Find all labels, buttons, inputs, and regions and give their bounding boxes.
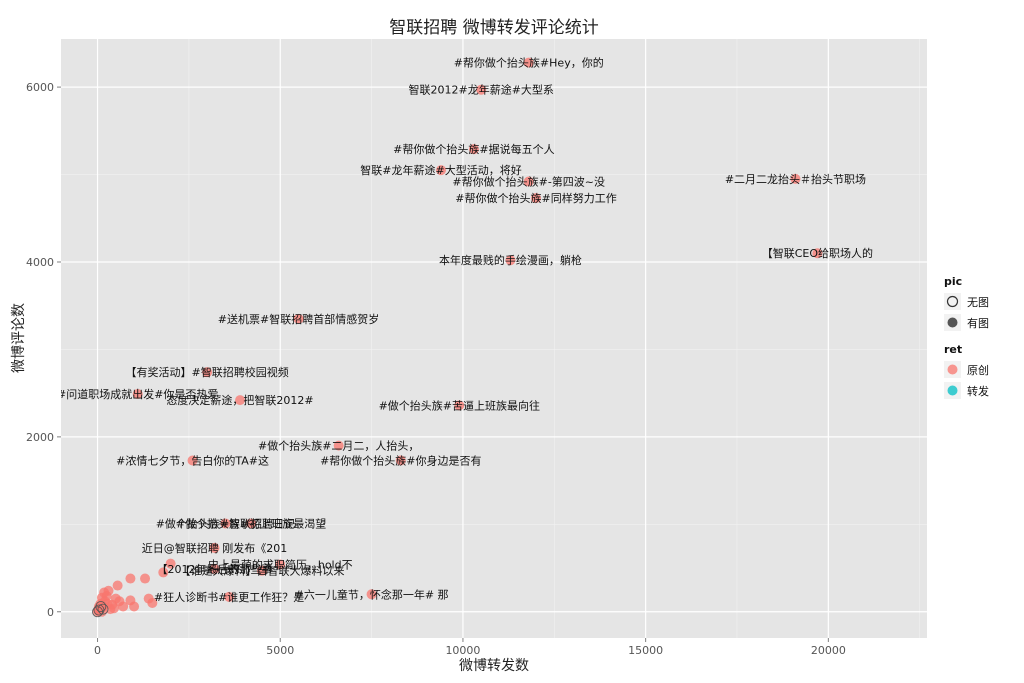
data-point bbox=[224, 591, 235, 602]
legend-key-symbol bbox=[947, 385, 958, 396]
data-point bbox=[95, 601, 107, 612]
data-point bbox=[505, 255, 516, 266]
data-point bbox=[110, 593, 121, 604]
data-point bbox=[158, 567, 169, 578]
point-annotation: #做个抬头族#二月二，人抬头， bbox=[258, 439, 419, 453]
point-annotation: 近日@智联招聘 刚发布《201 bbox=[142, 541, 288, 555]
y-tick-label: 0 bbox=[47, 606, 54, 619]
point-annotation: 【2012年最后的那些事 bbox=[156, 562, 272, 576]
data-point bbox=[99, 587, 110, 598]
data-point bbox=[125, 573, 136, 584]
point-annotation: #帮你做个抬头族#据说每五个人 bbox=[393, 142, 554, 156]
data-point bbox=[220, 518, 231, 529]
legend-key-symbol bbox=[947, 317, 958, 328]
minor-gridlines bbox=[61, 39, 927, 638]
data-point bbox=[812, 248, 823, 259]
y-axis-ticks: 0 2000 4000 6000 bbox=[26, 81, 61, 619]
data-point bbox=[209, 542, 220, 553]
data-point bbox=[132, 389, 143, 400]
data-point bbox=[187, 455, 198, 466]
point-annotation: 智联#龙年薪途#大型活动，将好 bbox=[360, 163, 521, 177]
point-annotation: #帮你做个抬头族#你身边是否有 bbox=[320, 453, 481, 467]
data-point bbox=[209, 563, 220, 574]
data-point bbox=[523, 57, 534, 68]
data-point bbox=[235, 395, 246, 406]
point-annotation: 史上最萌的求职简历，hold不 bbox=[208, 558, 353, 572]
data-point bbox=[125, 595, 136, 606]
legend-label: 无图 bbox=[967, 296, 989, 309]
data-point bbox=[275, 559, 286, 570]
data-point bbox=[92, 606, 103, 618]
data-point bbox=[118, 601, 129, 612]
major-gridlines bbox=[61, 39, 927, 638]
data-point bbox=[112, 580, 123, 591]
point-annotation: #问道职场成就出发#你是否热爱 bbox=[57, 387, 218, 401]
x-tick-label: 20000 bbox=[811, 644, 846, 657]
x-axis-ticks: 0 5000 10000 15000 20000 bbox=[94, 638, 846, 657]
data-point bbox=[333, 440, 344, 451]
legend-title-pic: pic bbox=[944, 275, 962, 288]
data-point bbox=[476, 84, 487, 95]
chart-title: 智联招聘 微博转发评论统计 bbox=[389, 18, 598, 38]
point-annotation: 态度决定薪途，把智联2012# bbox=[166, 393, 313, 407]
point-annotation: 本年度最贱的手绘漫画，躺枪 bbox=[439, 253, 582, 267]
point-annotation: 【有奖活动】#智联招聘校园视频 bbox=[126, 365, 289, 379]
x-tick-label: 15000 bbox=[628, 644, 663, 657]
x-tick-label: 10000 bbox=[445, 644, 480, 657]
legend-key-symbol bbox=[947, 364, 958, 375]
data-point bbox=[395, 455, 406, 466]
point-annotation: #二月二龙抬头＃抬头节职场 bbox=[725, 172, 866, 186]
legend-title-ret: ret bbox=[944, 343, 962, 356]
y-axis-title: 微博评论数 bbox=[10, 303, 27, 373]
data-point bbox=[468, 144, 479, 155]
y-tick-label: 2000 bbox=[26, 431, 54, 444]
point-annotation: #浓情七夕节，告白你的TA#这 bbox=[116, 453, 269, 467]
data-point bbox=[293, 313, 304, 324]
data-point bbox=[165, 558, 176, 569]
y-tick-label: 4000 bbox=[26, 256, 54, 269]
legend-label: 原创 bbox=[967, 364, 989, 377]
data-point bbox=[102, 598, 113, 609]
point-annotation: #帮你做个抬头族#Hey，你的 bbox=[454, 56, 604, 70]
data-point bbox=[366, 589, 377, 600]
data-point bbox=[143, 593, 154, 604]
data-points bbox=[92, 57, 823, 618]
x-axis-title: 微博转发数 bbox=[459, 657, 529, 674]
point-annotation: #做个抬头族#初上班族最渴望 bbox=[176, 516, 326, 530]
point-annotation: #帮你做个抬头族#同样努力工作 bbox=[455, 191, 616, 205]
data-point bbox=[790, 173, 801, 184]
x-tick-label: 5000 bbox=[266, 644, 294, 657]
point-annotation: #六一儿童节，怀念那一年# 那 bbox=[295, 587, 449, 601]
data-point bbox=[140, 573, 151, 584]
point-annotation: #狂人诊断书#谁更工作狂？是 bbox=[154, 590, 304, 604]
data-point bbox=[202, 367, 213, 378]
data-point bbox=[531, 193, 542, 204]
data-point bbox=[436, 165, 447, 176]
data-point bbox=[246, 518, 257, 529]
y-tick-label: 6000 bbox=[26, 81, 54, 94]
legend-key-symbol bbox=[946, 295, 959, 308]
point-annotation: #送机票#智联招聘首部情感贺岁 bbox=[218, 312, 379, 326]
point-annotation: 智联2012#龙年薪途#大型系 bbox=[408, 83, 553, 97]
legend-key-bg bbox=[944, 293, 961, 310]
legend-label: 转发 bbox=[967, 384, 989, 398]
data-point bbox=[97, 603, 109, 615]
point-annotation: 【谁是大爆料】自智联大爆料以来 bbox=[179, 564, 344, 578]
data-point bbox=[454, 400, 465, 411]
point-annotation: 【智联CEO给职场人的 bbox=[762, 246, 873, 260]
plot-panel bbox=[61, 39, 927, 638]
point-annotation: #帮你做个抬头族#-第四波~没 bbox=[452, 175, 605, 189]
x-tick-label: 0 bbox=[94, 644, 101, 657]
point-annotation: #做个抬头族#苦逼上班族最向往 bbox=[379, 398, 540, 412]
legend-label: 有图 bbox=[967, 316, 989, 330]
data-point bbox=[256, 565, 267, 576]
data-point bbox=[523, 176, 534, 187]
point-annotation: #做个抬头族#智联招聘日记 bbox=[156, 516, 295, 530]
